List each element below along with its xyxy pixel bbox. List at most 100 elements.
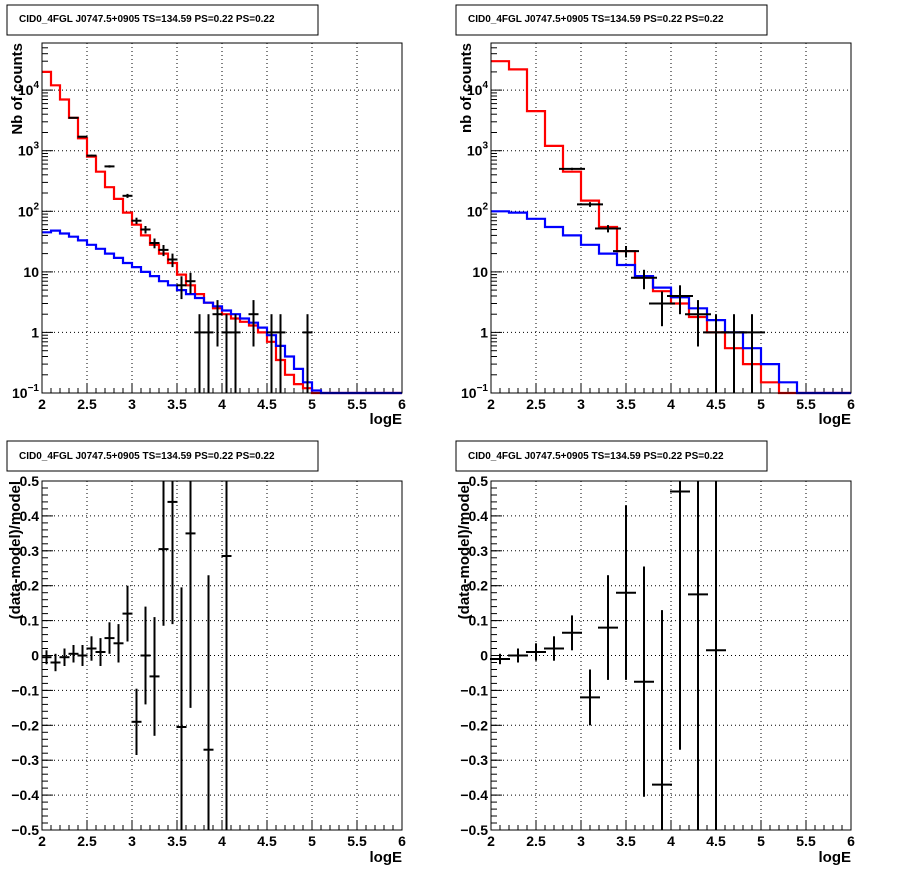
panel-bottom-left: CID0_4FGL J0747.5+0905 TS=134.59 PS=0.22… — [6, 440, 406, 866]
x-tick-label: 6 — [398, 396, 406, 412]
y-tick-label: 102 — [467, 201, 489, 219]
plot-frame — [490, 42, 852, 394]
x-tick-label: 4.5 — [706, 833, 726, 849]
y-tick-label: 0.4 — [20, 508, 40, 524]
x-tick-label: 5.5 — [347, 396, 367, 412]
y-tick-label: 103 — [18, 141, 40, 159]
y-tick-label: 1 — [480, 324, 488, 340]
y-tick-label: 0.2 — [20, 578, 40, 594]
x-tick-label: 6 — [847, 833, 855, 849]
panel-bottom-right-plot: 2 2.5 3 3.5 4 4.5 5 5.5 6 −0.5 −0.4 −0.3 −0.2 −0.1 0 0.… — [460, 473, 855, 849]
x-tick-label: 6 — [847, 396, 855, 412]
panel-bottom-right: CID0_4FGL J0747.5+0905 TS=134.59 PS=0.22… — [455, 440, 855, 866]
y-tick-label: 10 — [23, 264, 39, 280]
x-tick-label: 4 — [667, 396, 675, 412]
panel-bottom-left-plot: 2 2.5 3 3.5 4 4.5 5 5.5 6 −0.5 −0.4 −0.3 −0.2 −0.1 0 0.… — [11, 473, 406, 849]
plot-frame — [41, 42, 403, 394]
y-tick-label: 10−1 — [12, 383, 39, 401]
panel-bottom-right-ylabel: (data-model)/model — [456, 481, 473, 619]
model-step-line-1 — [491, 210, 851, 395]
y-tick-label: 0.3 — [20, 543, 40, 559]
x-tick-label: 4 — [667, 833, 675, 849]
x-tick-label: 5.5 — [347, 833, 367, 849]
y-tick-label: 1 — [31, 324, 39, 340]
panel-top-right-title: CID0_4FGL J0747.5+0905 TS=134.59 PS=0.22… — [468, 14, 724, 25]
panel-top-right: CID0_4FGL J0747.5+0905 TS=134.59 PS=0.22… — [455, 4, 855, 428]
x-tick-label: 3.5 — [167, 833, 187, 849]
y-tick-label: −0.5 — [11, 822, 39, 838]
panel-top-left-title-box — [6, 4, 319, 36]
x-tick-label: 4.5 — [257, 396, 277, 412]
model-step-line-0 — [491, 60, 851, 395]
panel-bottom-left-title-box — [6, 440, 319, 472]
x-tick-label: 5 — [757, 396, 765, 412]
x-tick-label: 3.5 — [167, 396, 187, 412]
panel-top-left-ylabel: Nb of counts — [9, 43, 26, 135]
x-tick-label: 3.5 — [616, 396, 636, 412]
x-tick-label: 2 — [38, 833, 46, 849]
x-tick-label: 2.5 — [526, 833, 546, 849]
y-tick-label: −0.3 — [11, 752, 39, 768]
y-tick-label: −0.4 — [460, 787, 488, 803]
x-tick-label: 5 — [757, 833, 765, 849]
x-tick-label: 3 — [128, 396, 136, 412]
x-tick-label: 4.5 — [706, 396, 726, 412]
panel-bottom-left-ylabel: (data-model)/model — [7, 481, 24, 619]
x-tick-label: 3.5 — [616, 833, 636, 849]
plot-frame — [490, 480, 852, 831]
y-tick-label: 102 — [18, 201, 40, 219]
y-tick-label: −0.1 — [11, 682, 39, 698]
panel-top-left-xlabel: logE — [370, 411, 403, 428]
x-tick-label: 2 — [487, 396, 495, 412]
x-tick-label: 6 — [398, 833, 406, 849]
model-step-line-1 — [42, 229, 402, 395]
panel-top-left: CID0_4FGL J0747.5+0905 TS=134.59 PS=0.22… — [6, 4, 406, 428]
x-tick-label: 4 — [218, 833, 226, 849]
plot-frame — [41, 480, 403, 831]
y-tick-label: 0.1 — [20, 613, 40, 629]
x-tick-label: 5.5 — [796, 396, 816, 412]
y-tick-label: −0.2 — [460, 717, 488, 733]
y-tick-label: −0.5 — [460, 822, 488, 838]
y-tick-label: 0.2 — [469, 578, 489, 594]
y-tick-label: −0.4 — [11, 787, 39, 803]
x-tick-label: 2 — [487, 833, 495, 849]
x-tick-label: 3 — [577, 396, 585, 412]
y-tick-label: 0.5 — [20, 473, 40, 489]
panel-bottom-right-title-box — [455, 440, 768, 472]
y-tick-label: 0 — [480, 648, 488, 664]
y-tick-label: 0.1 — [469, 613, 489, 629]
x-tick-label: 3 — [577, 833, 585, 849]
panel-top-right-ylabel: nb of counts — [458, 43, 475, 133]
x-tick-label: 5.5 — [796, 833, 816, 849]
panel-bottom-right-title: CID0_4FGL J0747.5+0905 TS=134.59 PS=0.22… — [468, 451, 724, 462]
x-tick-label: 5 — [308, 396, 316, 412]
x-tick-label: 5 — [308, 833, 316, 849]
panel-top-right-xlabel: logE — [819, 411, 852, 428]
y-tick-label: −0.2 — [11, 717, 39, 733]
y-tick-label: 0.4 — [469, 508, 489, 524]
panel-top-right-title-box — [455, 4, 768, 36]
x-tick-label: 4.5 — [257, 833, 277, 849]
x-tick-label: 2.5 — [77, 833, 97, 849]
x-tick-label: 2 — [38, 396, 46, 412]
panel-bottom-left-xlabel: logE — [370, 849, 403, 866]
y-tick-label: 0.5 — [469, 473, 489, 489]
y-tick-label: 10−1 — [461, 383, 488, 401]
model-step-line-0 — [42, 70, 402, 395]
x-tick-label: 2.5 — [526, 396, 546, 412]
panel-bottom-right-xlabel: logE — [819, 849, 852, 866]
y-tick-label: 0 — [31, 648, 39, 664]
x-tick-label: 4 — [218, 396, 226, 412]
x-tick-label: 2.5 — [77, 396, 97, 412]
y-tick-label: 10 — [472, 264, 488, 280]
panel-top-left-title: CID0_4FGL J0747.5+0905 TS=134.59 PS=0.22… — [19, 14, 275, 25]
y-tick-label: −0.3 — [460, 752, 488, 768]
y-tick-label: 103 — [467, 141, 489, 159]
y-tick-label: 0.3 — [469, 543, 489, 559]
y-tick-label: −0.1 — [460, 682, 488, 698]
x-tick-label: 3 — [128, 833, 136, 849]
